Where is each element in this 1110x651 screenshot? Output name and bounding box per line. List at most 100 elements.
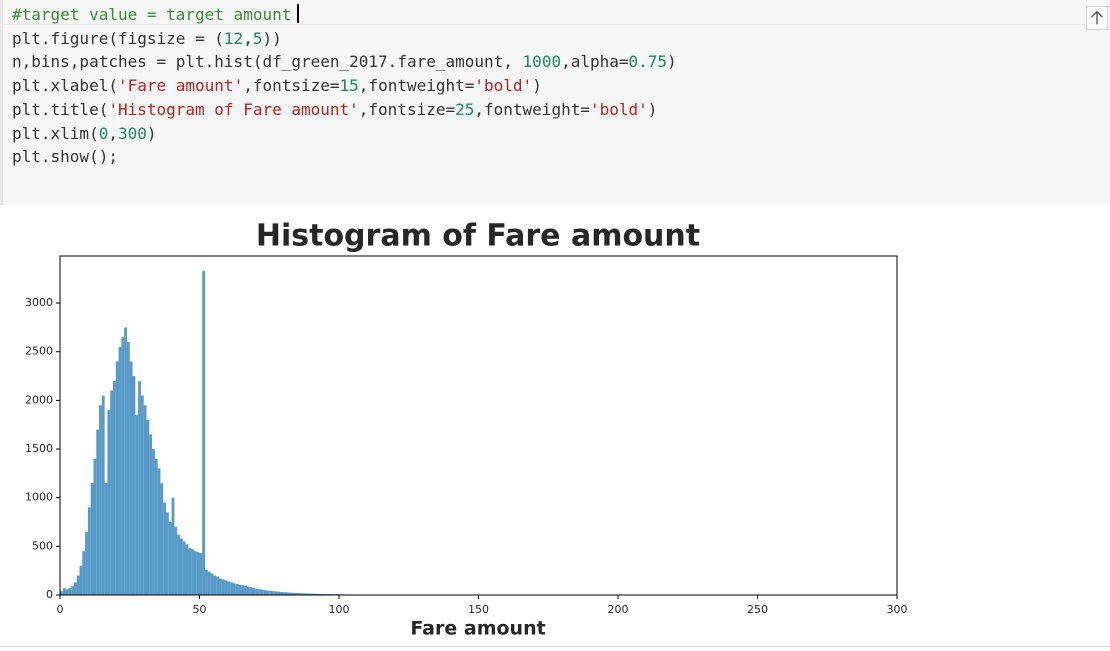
histogram-bar — [60, 591, 63, 595]
histogram-bar — [258, 589, 261, 595]
chart: Histogram of Fare amount Fare amount 0 50… — [25, 219, 908, 640]
code-text: ) — [647, 99, 658, 119]
code-number: 0.75 — [628, 52, 668, 72]
histogram-bar — [210, 573, 214, 595]
histogram-bar — [216, 576, 220, 595]
code-text: , — [243, 28, 253, 48]
code-cell[interactable]: #target value = target amount plt.figure… — [0, 0, 1110, 205]
histogram-bar — [138, 380, 141, 595]
histogram-bar — [146, 419, 150, 595]
histogram-bar — [132, 376, 136, 595]
code-number: 1000 — [522, 52, 562, 72]
x-tick-label: 300 — [887, 603, 908, 616]
histogram-bar — [252, 588, 256, 595]
output-border — [0, 646, 1110, 647]
histogram-bar — [107, 410, 111, 595]
histogram-bar — [291, 592, 295, 595]
histogram-bar — [166, 512, 169, 595]
histogram-bar — [213, 575, 217, 595]
histogram-bar — [302, 593, 306, 595]
histogram-bar — [277, 591, 281, 595]
x-tick-label: 200 — [608, 603, 629, 616]
histogram-bar — [99, 405, 102, 595]
histogram-bar — [221, 579, 225, 595]
histogram-bar — [160, 483, 164, 595]
histogram-bar — [232, 583, 236, 595]
x-tick-label: 0 — [57, 603, 64, 616]
histogram-bar — [263, 590, 267, 595]
histogram-bar — [185, 544, 189, 595]
y-tick-label: 2500 — [25, 345, 53, 358]
code-number: 5 — [252, 28, 263, 48]
histogram-bar — [71, 586, 74, 595]
move-up-button[interactable] — [1086, 6, 1108, 30]
code-text: plt.xlabel( — [12, 76, 118, 96]
histogram-bar — [143, 405, 147, 595]
code: #target value = target amount plt.figure… — [12, 3, 677, 169]
code-string: 'bold' — [589, 99, 648, 119]
histogram-bar — [174, 526, 178, 595]
histogram-bar — [118, 346, 122, 595]
histogram-bar — [96, 429, 100, 595]
histogram-bar — [68, 588, 72, 595]
histogram-bar — [82, 551, 86, 595]
code-text: ) — [532, 76, 542, 96]
y-tick-label: 500 — [32, 539, 53, 552]
histogram-bar — [230, 582, 233, 595]
code-text: ,fontweight= — [358, 76, 475, 96]
histogram-bar — [266, 590, 270, 595]
histogram-bar — [179, 538, 183, 595]
histogram-bar — [154, 458, 158, 595]
histogram-bar — [297, 593, 300, 595]
histogram-bar — [305, 593, 309, 595]
code-text: )) — [262, 28, 282, 48]
code-number: 12 — [223, 28, 244, 48]
histogram-bar — [219, 578, 222, 595]
histogram-bar — [202, 270, 206, 595]
histogram-bar — [73, 582, 77, 595]
histogram-bar — [294, 592, 298, 595]
code-text: plt.figure(figsize = ( — [12, 28, 224, 48]
y-tick-label: 0 — [46, 588, 53, 601]
histogram-bar — [157, 468, 161, 595]
y-tick-label: 3000 — [25, 296, 53, 309]
histogram-bar — [113, 380, 116, 595]
code-comment: #target value = target amount — [12, 5, 292, 24]
y-tick-label: 1500 — [25, 442, 53, 455]
histogram-bar — [224, 580, 228, 595]
histogram-bar — [207, 571, 211, 595]
histogram-bar — [319, 593, 323, 595]
code-text: plt.xlim( — [12, 123, 99, 143]
histogram-bar — [90, 483, 94, 595]
histogram-bar — [168, 522, 172, 595]
histogram-bar — [171, 497, 175, 595]
histogram-bar — [272, 591, 275, 595]
x-tick-label: 50 — [193, 603, 207, 616]
histogram-bar — [182, 541, 186, 595]
y-tick-label: 2000 — [25, 393, 53, 406]
code-number: 300 — [117, 123, 147, 143]
histogram-bar — [188, 548, 192, 595]
histogram-bar — [101, 395, 105, 595]
histogram-bar — [316, 593, 320, 595]
histogram-bar — [227, 581, 231, 595]
histogram-bar — [260, 589, 264, 595]
histogram-bar — [288, 592, 292, 595]
histogram-bar — [163, 502, 167, 595]
code-text: plt.title( — [12, 99, 109, 119]
cell-separator — [3, 24, 1087, 25]
histogram-bar — [274, 591, 278, 595]
code-text: ,alpha= — [561, 52, 629, 72]
code-text: plt.show(); — [12, 147, 118, 167]
code-string: 'Histogram of Fare amount' — [108, 99, 359, 119]
histogram-bar — [152, 449, 155, 595]
histogram-bar — [104, 483, 108, 595]
code-text: ,fontweight= — [474, 99, 590, 119]
code-number: 0 — [98, 123, 109, 143]
up-arrow-icon — [1091, 10, 1103, 25]
x-tick-label: 100 — [329, 603, 350, 616]
histogram-bar — [177, 534, 180, 595]
histogram-bar — [191, 549, 194, 595]
histogram-bar — [140, 395, 144, 595]
